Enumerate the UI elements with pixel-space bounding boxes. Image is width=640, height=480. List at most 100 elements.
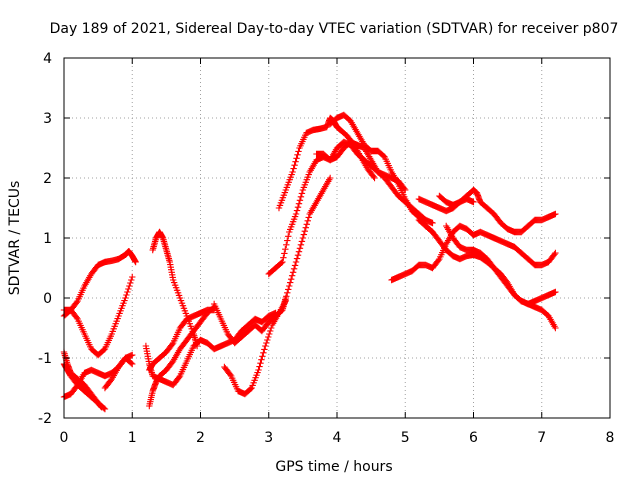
data-point [435, 257, 442, 264]
x-tick-label: 2 [196, 430, 205, 446]
chart-title: Day 189 of 2021, Sidereal Day-to-day VTE… [50, 21, 619, 37]
data-points [60, 111, 559, 413]
data-point [293, 255, 301, 262]
data-point [294, 251, 302, 259]
x-tick-label: 6 [469, 430, 478, 446]
data-point [256, 363, 263, 370]
data-point [282, 245, 289, 253]
data-point [101, 405, 109, 413]
data-point [305, 214, 312, 221]
data-point [287, 275, 295, 283]
data-point [371, 174, 378, 182]
data-point [278, 307, 285, 315]
data-point [73, 314, 80, 321]
y-tick-label: -2 [38, 411, 52, 427]
data-point [291, 161, 298, 169]
series-track-9 [146, 303, 218, 410]
data-point [288, 272, 296, 279]
data-point [126, 282, 133, 290]
data-point [175, 374, 183, 381]
y-tick-label: 4 [43, 51, 52, 67]
data-point [429, 219, 436, 227]
x-tick-label: 5 [401, 430, 410, 446]
x-tick-label: 1 [128, 430, 137, 446]
data-point [370, 173, 377, 180]
y-tick-label: 1 [43, 231, 52, 247]
series-track-10 [146, 306, 218, 374]
data-point [304, 217, 311, 225]
data-point [263, 339, 270, 347]
data-point [296, 245, 304, 252]
data-point [552, 324, 559, 332]
data-point [297, 241, 305, 249]
data-point [292, 258, 300, 266]
data-point [128, 276, 135, 284]
data-point [552, 249, 559, 257]
data-point [303, 221, 310, 228]
data-point [289, 269, 297, 276]
data-point [280, 254, 287, 261]
data-point [262, 342, 269, 350]
x-tick-label: 8 [606, 430, 615, 446]
data-point [169, 341, 176, 348]
data-point [280, 303, 287, 310]
series-track-6 [101, 354, 136, 392]
data-point [279, 258, 286, 266]
data-point [123, 291, 130, 299]
data-point [552, 288, 559, 296]
x-tick-label: 0 [60, 430, 69, 446]
data-point [127, 279, 134, 287]
data-point [295, 148, 302, 155]
data-point [257, 359, 264, 367]
axis-ticks: 0 1 2 3 4 5 6 7 8 -2 -1 0 1 2 3 4 [38, 51, 614, 446]
data-point [301, 227, 309, 235]
series-track-12 [221, 297, 290, 398]
series-track-8 [142, 309, 279, 389]
series-track-5 [60, 273, 136, 359]
series-track-17 [326, 111, 436, 236]
series-track-18 [388, 222, 559, 284]
grid-lines [64, 58, 610, 418]
x-tick-label: 3 [264, 430, 273, 446]
data-point [284, 237, 291, 244]
data-point [247, 385, 254, 393]
data-point [294, 151, 301, 159]
y-tick-label: 0 [43, 291, 52, 307]
data-point [129, 351, 136, 359]
series-track-19 [436, 186, 559, 236]
data-point [255, 366, 262, 374]
data-point [267, 327, 274, 335]
data-point [293, 155, 300, 162]
data-point [122, 294, 129, 302]
data-point [297, 193, 305, 201]
data-point [302, 224, 309, 231]
y-axis-label: SDTVAR / TECUs [7, 181, 23, 296]
data-point [125, 285, 132, 293]
data-point [124, 288, 131, 296]
data-point [285, 233, 292, 240]
data-point [129, 360, 136, 368]
data-point [295, 248, 303, 255]
series-track-15 [275, 114, 378, 212]
data-point [552, 210, 559, 218]
data-point [282, 296, 289, 303]
data-point [264, 336, 271, 344]
series-track-7 [149, 228, 201, 350]
data-point [287, 279, 294, 286]
data-point [281, 299, 288, 307]
data-point [294, 203, 302, 211]
data-point [98, 404, 105, 411]
x-axis-label: GPS time / hours [275, 459, 392, 475]
data-point [283, 241, 290, 249]
data-point [260, 349, 267, 357]
data-point [258, 356, 265, 363]
data-point [227, 371, 234, 378]
data-point [298, 190, 306, 197]
data-point [132, 258, 139, 266]
data-point [326, 174, 334, 182]
data-point [266, 330, 273, 338]
data-point [296, 197, 304, 204]
data-point [290, 165, 297, 172]
data-point [295, 200, 303, 207]
data-point [284, 289, 291, 297]
